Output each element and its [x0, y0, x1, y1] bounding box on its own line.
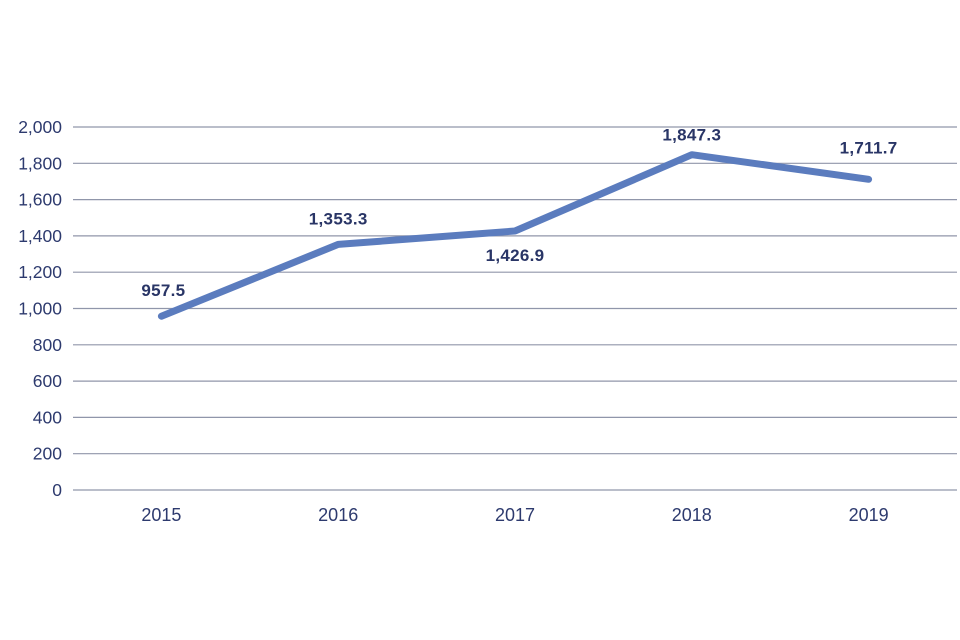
y-axis-tick-label: 1,000 — [18, 299, 62, 319]
x-axis-tick-label: 2017 — [495, 505, 535, 525]
y-axis-tick-label: 400 — [33, 407, 62, 427]
x-axis-tick-label: 2015 — [141, 505, 181, 525]
y-axis-tick-label: 1,600 — [18, 190, 62, 210]
data-point-label: 1,426.9 — [486, 246, 545, 265]
y-axis-tick-label: 1,200 — [18, 262, 62, 282]
x-axis-tick-label: 2016 — [318, 505, 358, 525]
data-point-label: 957.5 — [141, 281, 185, 300]
data-point-label: 1,711.7 — [840, 138, 898, 157]
data-point-label: 1,847.3 — [662, 126, 721, 145]
x-axis-tick-label: 2018 — [672, 505, 712, 525]
y-axis-tick-label: 1,400 — [18, 226, 62, 246]
y-axis-tick-label: 600 — [33, 371, 62, 391]
x-axis-tick-label: 2019 — [849, 505, 889, 525]
y-axis-tick-label: 2,000 — [18, 117, 62, 137]
data-series-line — [157, 151, 873, 320]
y-axis-tick-label: 200 — [33, 444, 62, 464]
y-axis-tick-label: 800 — [33, 335, 62, 355]
data-point-label: 1,353.3 — [309, 209, 368, 228]
y-axis-tick-label: 0 — [52, 480, 62, 500]
y-axis-tick-label: 1,800 — [18, 153, 62, 173]
